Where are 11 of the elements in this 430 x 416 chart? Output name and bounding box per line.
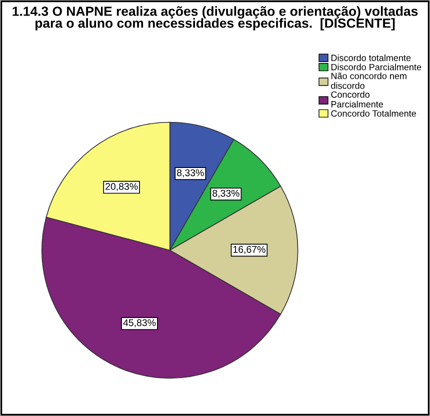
data-label: 20,83% xyxy=(106,183,138,192)
chart-title: 1.14.3 O NAPNE realiza ações (divulgação e orientação) voltadas para o aluno com necessidades especificas. [DISCENTE] xyxy=(12,6,418,30)
data-label: 16,67% xyxy=(233,246,266,254)
data-label: 8,33% xyxy=(177,169,204,178)
legend-label: Concordo Parcialmente xyxy=(331,91,384,108)
legend-label: Discordo totalmente xyxy=(331,54,411,62)
legend-label: Discordo Parcialmente xyxy=(331,64,422,70)
legend-label: Concordo Totalmente xyxy=(331,110,416,117)
legend-label: Não concordo nem discordo xyxy=(331,72,406,89)
data-label: 45,83% xyxy=(123,319,156,328)
data-label: 8,33% xyxy=(212,190,240,198)
